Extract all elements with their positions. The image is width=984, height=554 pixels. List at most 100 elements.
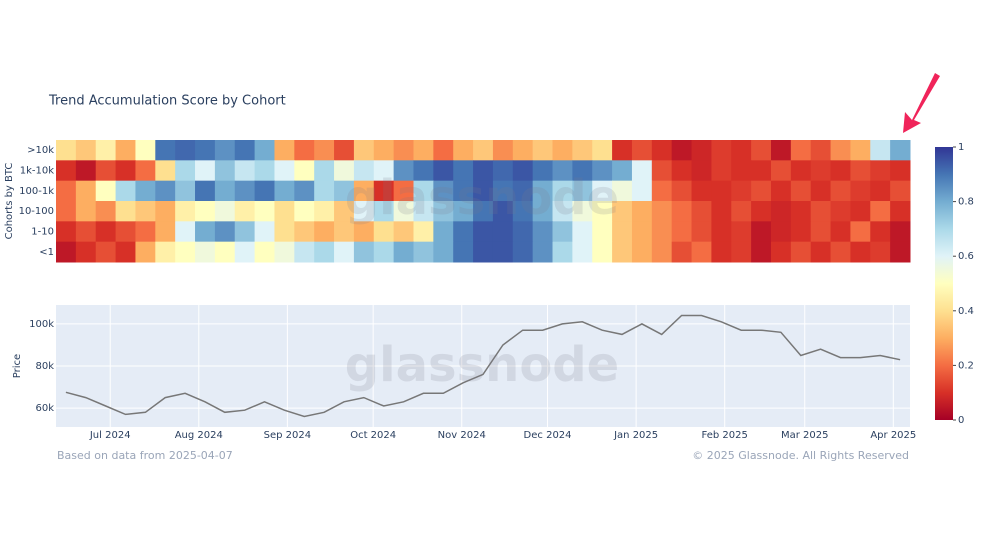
heatmap-cell — [373, 201, 395, 222]
heatmap-cell — [453, 160, 474, 182]
heatmap-cell — [572, 140, 593, 161]
chart-title: Trend Accumulation Score by Cohort — [48, 94, 286, 109]
heatmap-cell — [731, 160, 752, 182]
x-tick-label: Sep 2024 — [264, 430, 311, 441]
colorbar-tick-label: 0.8 — [958, 197, 974, 208]
heatmap-cell — [711, 241, 732, 263]
heatmap-cell — [135, 201, 156, 222]
heatmap-cell — [890, 241, 911, 263]
heatmap-cell — [294, 241, 315, 263]
heatmap-cell — [751, 221, 772, 243]
heatmap-cell — [413, 160, 434, 182]
heatmap-cell — [552, 241, 573, 263]
y-tick-label: 80k — [35, 361, 54, 372]
heatmap-cell — [314, 201, 335, 222]
heatmap-cell — [691, 160, 712, 182]
heatmap-cell — [890, 221, 911, 243]
heatmap-cell — [731, 221, 752, 243]
heatmap-cell — [691, 140, 712, 161]
heatmap-cell — [870, 241, 891, 263]
heatmap-cell — [195, 160, 216, 182]
heatmap-cell — [890, 160, 911, 182]
heatmap-cell — [393, 221, 414, 243]
heatmap-cell — [651, 221, 673, 243]
heatmap-cell — [830, 241, 851, 263]
heatmap-cell — [393, 201, 414, 222]
heatmap-cell — [572, 180, 593, 202]
heatmap-cell — [274, 201, 295, 222]
colorbar-tick-label: 1 — [958, 142, 964, 153]
heatmap-cell — [552, 180, 573, 202]
heatmap-cell — [334, 180, 355, 202]
heatmap-cell — [830, 180, 851, 202]
heatmap-cell — [314, 180, 335, 202]
heatmap-cell — [770, 201, 792, 222]
heatmap-cell — [234, 180, 256, 202]
heatmap-cell — [373, 180, 395, 202]
x-tick-label: Feb 2025 — [702, 430, 748, 441]
heatmap-cell — [75, 180, 97, 202]
heatmap-cell — [532, 140, 554, 161]
heatmap-cell — [512, 241, 534, 263]
heatmap-cell — [75, 140, 97, 161]
heatmap-cell — [115, 180, 136, 202]
heatmap-cell — [254, 180, 275, 202]
heatmap-cell — [214, 180, 236, 202]
heatmap-cell — [334, 160, 355, 182]
heatmap-cell — [731, 201, 752, 222]
heatmap-cell — [651, 160, 673, 182]
heatmap-cell — [175, 241, 196, 263]
heatmap-cell — [294, 160, 315, 182]
heatmap-cell — [552, 140, 573, 161]
heatmap-cell — [274, 140, 295, 161]
heatmap-cell — [850, 180, 871, 202]
heatmap-cell — [155, 201, 176, 222]
heatmap-cell — [731, 241, 752, 263]
heatmap-cell — [691, 221, 712, 243]
arrow — [903, 73, 940, 133]
heatmap-cell — [155, 221, 176, 243]
heatmap-cell — [115, 160, 136, 182]
heatmap-cell — [512, 221, 534, 243]
y-tick-label: <1 — [39, 247, 54, 258]
heatmap-cell — [393, 140, 414, 161]
heatmap-cell — [592, 140, 613, 161]
heatmap-cell — [373, 140, 395, 161]
heatmap-cell — [691, 241, 712, 263]
heatmap-cell — [135, 221, 156, 243]
heatmap-cell — [393, 160, 414, 182]
heatmap-cell — [413, 221, 434, 243]
heatmap-cell — [373, 160, 395, 182]
heatmap-cell — [75, 201, 97, 222]
heatmap-cell — [790, 201, 812, 222]
heatmap-cell — [314, 221, 335, 243]
heatmap-cell — [254, 140, 275, 161]
heatmap-cell — [810, 241, 832, 263]
heatmap-cell — [850, 160, 871, 182]
heatmap-cell — [751, 160, 772, 182]
heatmap-cell — [294, 201, 315, 222]
heatmap-cell — [671, 241, 693, 263]
heatmap-cell — [711, 180, 732, 202]
heatmap-cell — [453, 221, 474, 243]
x-tick-label: Mar 2025 — [781, 430, 829, 441]
heatmap-cell — [373, 221, 395, 243]
heatmap-cell — [850, 140, 871, 161]
heatmap-cell — [492, 180, 514, 202]
heatmap-cell — [492, 140, 514, 161]
y-tick-label: 100k — [29, 319, 54, 330]
heatmap-cell — [691, 201, 712, 222]
heatmap-cell — [353, 180, 375, 202]
heatmap-cell — [572, 160, 593, 182]
heatmap-cell — [433, 180, 454, 202]
heatmap-cell — [95, 140, 117, 161]
colorbar-tick-label: 0 — [958, 415, 964, 426]
heatmap-cell — [612, 180, 633, 202]
heatmap-cell — [492, 160, 514, 182]
heatmap-cell — [274, 221, 295, 243]
heatmap-cell — [95, 160, 117, 182]
heatmap-cell — [373, 241, 395, 263]
heatmap-cell — [612, 221, 633, 243]
heatmap-cell — [552, 160, 573, 182]
heatmap-cell — [314, 241, 335, 263]
